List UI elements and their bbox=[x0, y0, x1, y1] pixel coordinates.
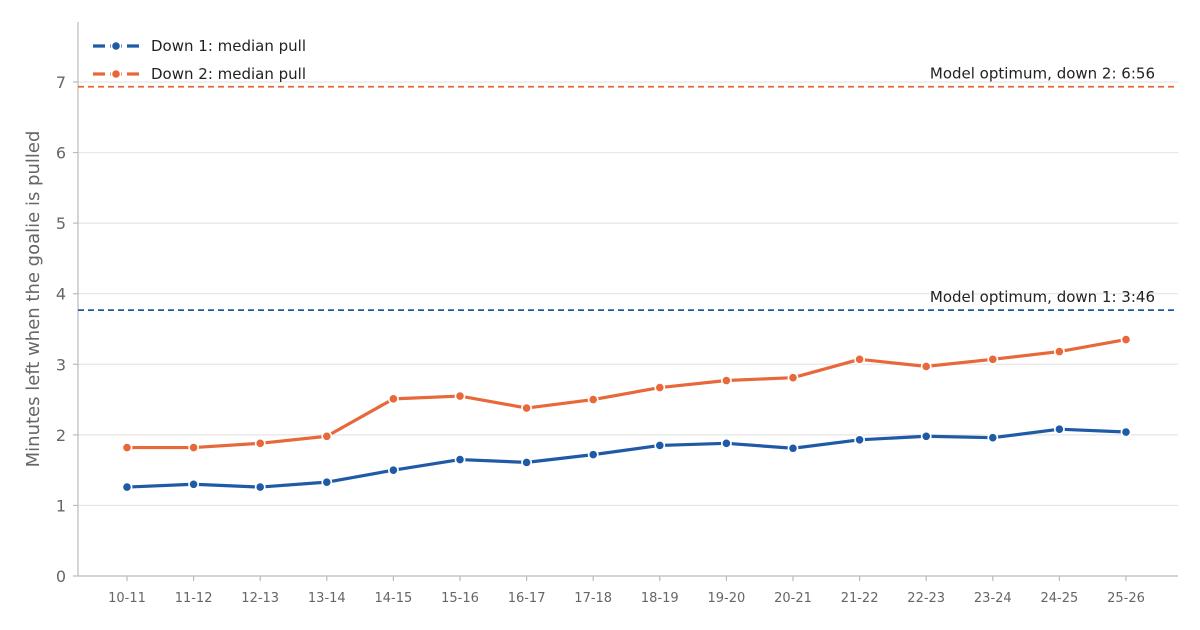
x-tick-label: 15-16 bbox=[441, 591, 479, 606]
x-tick-label: 23-24 bbox=[974, 591, 1012, 606]
x-tick-labels: 10-11 11-12 12-13 13-14 14-15 15-16 16-17 17-18… bbox=[108, 576, 1145, 606]
data-point bbox=[387, 393, 399, 405]
y-tick-label: 5 bbox=[56, 214, 66, 233]
y-tick-label: 3 bbox=[56, 355, 66, 374]
data-point bbox=[787, 372, 799, 384]
series-line bbox=[125, 337, 1128, 450]
x-tick-label: 16-17 bbox=[508, 591, 546, 606]
x-tick-label: 13-14 bbox=[308, 591, 346, 606]
y-tick-label: 2 bbox=[56, 426, 66, 445]
data-point bbox=[254, 437, 266, 449]
data-point bbox=[1120, 334, 1132, 345]
axes bbox=[77, 22, 1178, 577]
data-point bbox=[387, 464, 399, 476]
data-point bbox=[321, 476, 333, 488]
x-tick-label: 10-11 bbox=[108, 591, 146, 606]
x-tick-label: 18-19 bbox=[641, 591, 679, 606]
data-point bbox=[721, 375, 732, 386]
legend-label: Down 1: median pull bbox=[151, 37, 306, 55]
gridlines bbox=[78, 81, 1178, 507]
y-tick-label: 0 bbox=[56, 567, 66, 586]
y-tick-label: 4 bbox=[56, 285, 66, 304]
y-tick-label: 6 bbox=[56, 144, 66, 163]
data-point bbox=[454, 454, 466, 465]
x-tick-label: 22-23 bbox=[907, 591, 945, 606]
data-point bbox=[987, 432, 999, 444]
data-point bbox=[1120, 426, 1132, 438]
legend-label: Down 2: median pull bbox=[151, 65, 306, 83]
x-tick-label: 14-15 bbox=[375, 591, 413, 606]
data-point bbox=[1054, 423, 1065, 435]
data-point bbox=[321, 430, 333, 442]
x-tick-label: 21-22 bbox=[841, 591, 879, 606]
data-point bbox=[654, 440, 666, 451]
x-tick-label: 19-20 bbox=[708, 591, 746, 606]
data-point bbox=[654, 382, 666, 393]
data-point bbox=[987, 353, 999, 365]
reference-line-label: Model optimum, down 1: 3:46 bbox=[930, 288, 1155, 306]
x-tick-label: 12-13 bbox=[241, 591, 279, 606]
data-point bbox=[854, 353, 865, 365]
data-point bbox=[1054, 346, 1065, 357]
data-point bbox=[188, 478, 199, 490]
data-point bbox=[854, 434, 865, 446]
data-point bbox=[920, 430, 932, 442]
data-point bbox=[121, 481, 133, 493]
legend-marker bbox=[110, 40, 122, 52]
data-point bbox=[721, 437, 732, 449]
x-tick-label: 25-26 bbox=[1107, 591, 1145, 606]
x-tick-label: 11-12 bbox=[175, 591, 213, 606]
legend-marker bbox=[110, 68, 122, 80]
legend: Down 1: median pull Down 2: median pull bbox=[93, 37, 306, 83]
series-line bbox=[125, 427, 1128, 489]
data-point bbox=[521, 456, 532, 468]
reference-lines: Model optimum, down 2: 6:56 Model optimum… bbox=[78, 65, 1178, 312]
y-tick-labels: 0 1 2 3 4 5 6 7 bbox=[56, 73, 78, 586]
data-point bbox=[587, 449, 599, 461]
data-point bbox=[254, 481, 266, 493]
y-tick-label: 1 bbox=[56, 496, 66, 515]
data-point bbox=[454, 390, 466, 402]
data-point bbox=[787, 442, 799, 454]
y-axis-label: Minutes left when the goalie is pulled bbox=[23, 131, 44, 468]
series-lines bbox=[121, 334, 1132, 493]
x-tick-label: 17-18 bbox=[574, 591, 612, 606]
data-point bbox=[121, 442, 133, 453]
data-point bbox=[587, 394, 599, 405]
reference-line-label: Model optimum, down 2: 6:56 bbox=[930, 65, 1155, 83]
x-tick-label: 20-21 bbox=[774, 591, 812, 606]
data-point bbox=[521, 402, 532, 414]
data-point bbox=[920, 360, 932, 372]
y-tick-label: 7 bbox=[56, 73, 66, 92]
x-tick-label: 24-25 bbox=[1041, 591, 1079, 606]
data-point bbox=[188, 442, 199, 453]
